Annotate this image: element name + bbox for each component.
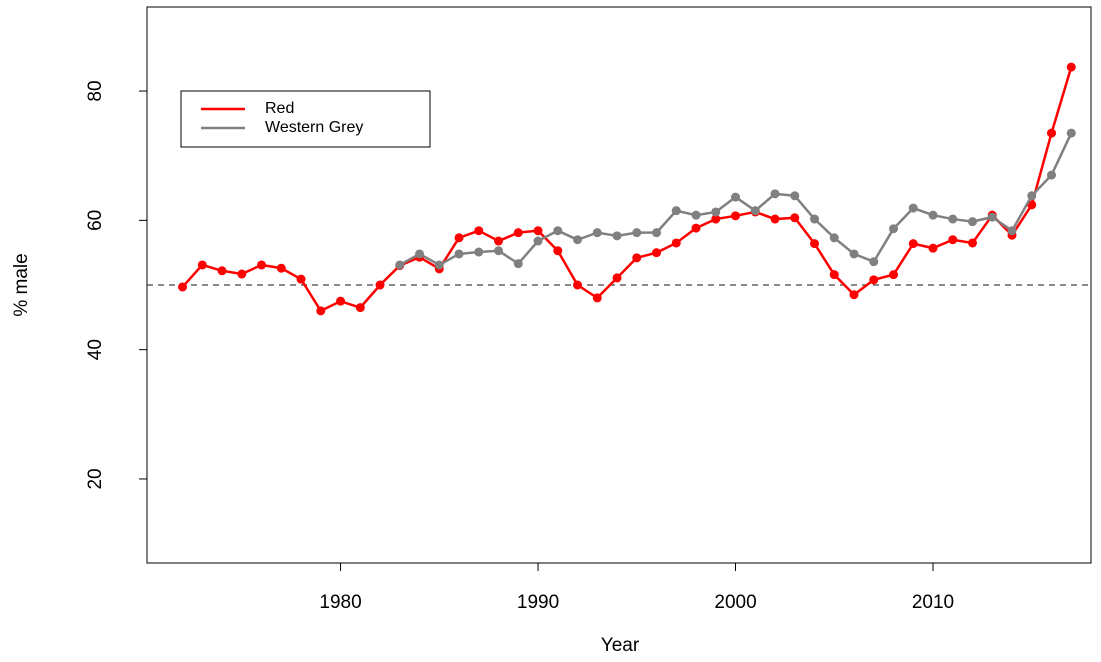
data-point [573,280,583,290]
data-point [671,238,681,248]
legend-box [180,90,431,148]
x-axis-label: Year [601,635,640,656]
data-point [810,214,820,224]
data-point [948,214,958,224]
data-point [494,236,504,246]
x-tick-label: 1990 [517,592,559,613]
data-point [257,260,267,270]
data-point [928,210,938,220]
data-point [691,223,701,233]
data-point [355,303,365,313]
data-point [750,206,760,216]
data-point [237,269,247,279]
data-point [889,270,899,280]
data-point [533,226,543,236]
data-point [592,293,602,303]
data-point [632,228,642,238]
legend-label: Western Grey [265,119,363,136]
data-point [790,191,800,201]
data-point [1066,128,1076,138]
y-tick-label: 80 [85,80,106,101]
data-point [1027,191,1037,201]
data-point [810,239,820,249]
data-point [197,260,207,270]
plot-frame [146,6,1092,564]
x-tick-label: 2000 [714,592,756,613]
data-point [948,235,958,245]
data-point [434,260,444,270]
data-point [336,296,346,306]
data-point [691,210,701,220]
data-point [908,239,918,249]
data-point [375,280,385,290]
data-point [671,206,681,216]
data-point [316,306,326,316]
data-point [652,228,662,238]
data-point [415,249,425,259]
y-tick-label: 40 [85,339,106,360]
legend: Red Western Grey [180,90,431,148]
data-point [1027,200,1037,210]
data-point [889,224,899,234]
data-point [849,290,859,300]
data-point [652,248,662,258]
data-point [968,217,978,227]
data-point [513,228,523,238]
data-point [731,211,741,221]
y-tick-label: 20 [85,468,106,489]
data-point [1066,62,1076,72]
series-line [181,66,1073,313]
data-point [553,246,563,256]
data-point [711,207,721,217]
data-point [869,275,879,285]
data-point [632,253,642,263]
data-point [829,233,839,243]
data-point [592,228,602,238]
data-point [513,259,523,269]
data-point [276,263,286,273]
data-point [553,226,563,236]
data-point [454,249,464,259]
data-point [1047,170,1057,180]
data-point [849,249,859,259]
data-point [731,192,741,202]
data-point [612,273,622,283]
y-tick-label: 60 [85,210,106,231]
data-point [1007,226,1017,236]
y-axis-label: % male [11,253,32,316]
data-point [494,246,504,256]
data-point [296,274,306,284]
data-point [829,270,839,280]
x-tick-label: 1980 [319,592,361,613]
data-point [217,266,227,276]
data-point [770,189,780,199]
data-point [968,238,978,248]
data-point [770,214,780,224]
data-point [395,260,405,270]
data-point [928,243,938,253]
legend-label: Red [265,100,294,117]
data-point [790,213,800,223]
data-point [178,282,188,292]
x-tick-label: 2010 [912,592,954,613]
data-point [474,226,484,236]
data-point [908,203,918,213]
data-point [869,257,879,267]
data-point [612,231,622,241]
data-point [454,233,464,243]
data-point [987,212,997,222]
data-point [573,235,583,245]
data-point [711,214,721,224]
data-point [1047,128,1057,138]
data-point [474,247,484,257]
data-point [533,236,543,246]
